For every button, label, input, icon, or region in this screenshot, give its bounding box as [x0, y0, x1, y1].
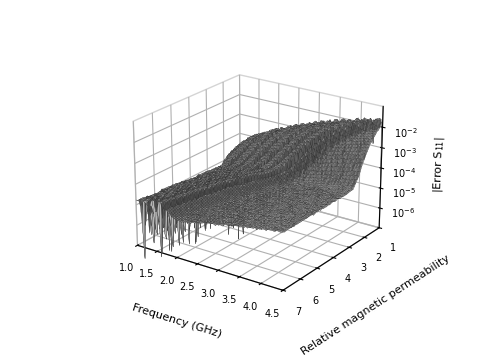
X-axis label: Frequency (GHz): Frequency (GHz): [131, 302, 223, 339]
Y-axis label: Relative magnetic permeability: Relative magnetic permeability: [300, 253, 452, 356]
